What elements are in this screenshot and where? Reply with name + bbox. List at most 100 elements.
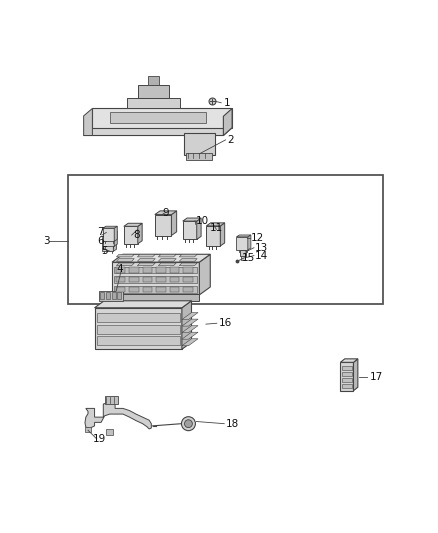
Bar xyxy=(184,133,215,155)
Polygon shape xyxy=(179,254,197,257)
Bar xyxy=(183,287,193,292)
Polygon shape xyxy=(220,223,225,246)
Bar xyxy=(143,277,152,282)
Bar xyxy=(156,268,166,272)
Text: 5: 5 xyxy=(101,246,108,256)
Bar xyxy=(342,366,352,370)
Polygon shape xyxy=(182,319,198,326)
Bar xyxy=(100,292,104,299)
Polygon shape xyxy=(95,308,182,349)
Polygon shape xyxy=(124,223,142,227)
Polygon shape xyxy=(112,254,210,262)
Bar xyxy=(183,268,193,272)
Polygon shape xyxy=(183,221,197,239)
Bar xyxy=(117,292,121,299)
Bar xyxy=(127,98,180,108)
Text: 19: 19 xyxy=(92,434,106,444)
Polygon shape xyxy=(114,226,117,241)
Text: 8: 8 xyxy=(133,230,140,240)
Bar xyxy=(129,268,139,272)
Bar xyxy=(116,277,125,282)
Polygon shape xyxy=(138,263,155,265)
Polygon shape xyxy=(114,231,117,246)
Polygon shape xyxy=(223,108,232,135)
Bar xyxy=(342,378,352,382)
Bar xyxy=(170,287,179,292)
Bar xyxy=(186,153,212,159)
Polygon shape xyxy=(237,237,248,250)
Bar xyxy=(85,427,91,432)
Bar xyxy=(106,292,110,299)
Bar xyxy=(342,384,352,388)
Polygon shape xyxy=(237,235,251,237)
Bar xyxy=(143,287,152,292)
Text: 17: 17 xyxy=(370,372,383,382)
Polygon shape xyxy=(182,339,198,346)
Bar xyxy=(114,276,197,283)
Text: 6: 6 xyxy=(98,236,104,246)
Polygon shape xyxy=(206,223,225,226)
Polygon shape xyxy=(158,254,176,257)
Bar xyxy=(148,76,159,85)
Polygon shape xyxy=(84,108,92,135)
Bar xyxy=(342,372,352,376)
Polygon shape xyxy=(182,301,191,349)
Bar xyxy=(156,277,166,282)
Bar xyxy=(183,277,193,282)
Polygon shape xyxy=(155,211,177,215)
Polygon shape xyxy=(179,263,197,265)
Text: 13: 13 xyxy=(255,243,268,253)
Polygon shape xyxy=(117,263,134,265)
Bar xyxy=(129,287,139,292)
Polygon shape xyxy=(103,233,114,246)
Polygon shape xyxy=(138,259,155,261)
Polygon shape xyxy=(117,254,134,257)
Bar xyxy=(116,287,125,292)
Circle shape xyxy=(184,420,192,427)
Polygon shape xyxy=(197,218,201,239)
Polygon shape xyxy=(155,215,171,236)
Bar xyxy=(112,294,199,302)
Polygon shape xyxy=(340,362,353,391)
Text: 4: 4 xyxy=(117,264,123,273)
Polygon shape xyxy=(158,263,176,265)
Bar xyxy=(156,287,166,292)
Text: 18: 18 xyxy=(226,419,239,429)
Text: 14: 14 xyxy=(255,251,268,261)
Polygon shape xyxy=(340,359,358,362)
Polygon shape xyxy=(113,236,117,251)
Polygon shape xyxy=(182,312,198,320)
Bar xyxy=(114,266,197,273)
Text: 11: 11 xyxy=(210,223,223,233)
Polygon shape xyxy=(95,301,191,308)
Polygon shape xyxy=(179,259,197,261)
Polygon shape xyxy=(92,108,232,128)
Polygon shape xyxy=(84,128,232,135)
Bar xyxy=(112,292,116,299)
Bar xyxy=(68,175,383,304)
Polygon shape xyxy=(158,259,176,261)
Bar xyxy=(170,277,179,282)
Polygon shape xyxy=(171,211,177,236)
Bar xyxy=(170,268,179,272)
Polygon shape xyxy=(112,262,199,295)
Text: 9: 9 xyxy=(162,208,169,218)
Text: 10: 10 xyxy=(196,216,209,225)
Polygon shape xyxy=(138,223,142,244)
Bar xyxy=(129,277,139,282)
Bar xyxy=(97,313,180,322)
Polygon shape xyxy=(85,402,151,429)
Polygon shape xyxy=(199,254,210,295)
Polygon shape xyxy=(117,259,134,261)
Polygon shape xyxy=(353,359,358,391)
Polygon shape xyxy=(183,218,201,221)
Circle shape xyxy=(181,417,195,431)
Bar xyxy=(105,396,118,404)
Bar xyxy=(97,336,180,345)
Polygon shape xyxy=(124,227,138,244)
Polygon shape xyxy=(182,326,198,333)
Text: 16: 16 xyxy=(219,318,232,328)
Text: 12: 12 xyxy=(251,233,265,243)
Bar xyxy=(143,268,152,272)
Text: 2: 2 xyxy=(228,135,234,145)
